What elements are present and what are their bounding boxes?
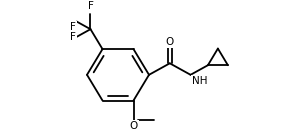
Text: O: O xyxy=(129,121,138,131)
Text: NH: NH xyxy=(192,76,207,86)
Text: F: F xyxy=(88,1,93,11)
Text: F: F xyxy=(70,32,76,42)
Text: O: O xyxy=(166,37,174,47)
Text: F: F xyxy=(70,22,76,32)
